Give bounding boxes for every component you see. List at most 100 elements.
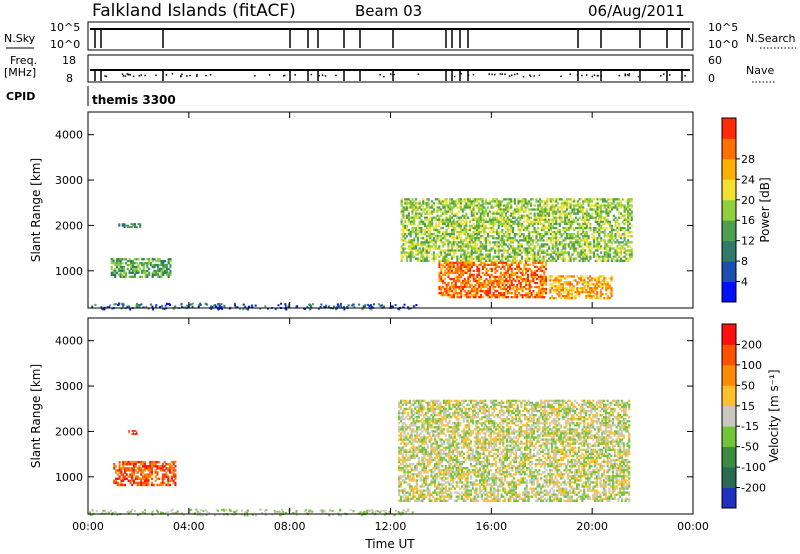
power-cell <box>519 243 522 246</box>
power-cell <box>540 226 543 230</box>
velocity-cell <box>140 473 143 476</box>
power-cell <box>623 208 626 211</box>
power-cell <box>470 212 473 215</box>
power-cell <box>474 287 477 291</box>
power-cell <box>490 267 493 271</box>
power-cell <box>476 247 479 250</box>
power-cell <box>416 206 419 209</box>
power-cell <box>564 220 567 223</box>
power-cell <box>524 247 527 250</box>
velocity-cell <box>129 469 132 472</box>
velocity-cell <box>434 407 437 411</box>
velocity-cell <box>122 467 125 470</box>
power-cell <box>94 303 97 306</box>
power-cell <box>467 206 470 209</box>
power-cell <box>587 287 590 290</box>
power-cell <box>524 251 527 254</box>
power-cell <box>549 226 552 230</box>
power-cell <box>425 231 428 234</box>
power-cell <box>549 255 552 258</box>
velocity-cell <box>398 465 401 468</box>
power-cell <box>424 216 427 219</box>
power-cell <box>167 260 170 263</box>
power-cell <box>420 218 423 221</box>
power-cell <box>479 212 482 215</box>
power-cell <box>566 243 569 246</box>
power-cell <box>539 290 542 293</box>
power-cell <box>525 292 528 295</box>
power-cell <box>558 279 561 282</box>
power-cell <box>465 222 468 226</box>
velocity-cell <box>401 460 404 464</box>
power-cell <box>486 259 489 262</box>
power-cell <box>499 261 502 264</box>
power-cell <box>119 260 122 263</box>
power-cell <box>494 222 497 226</box>
power-cell <box>438 214 441 217</box>
velocity-cell <box>428 401 431 404</box>
power-frame <box>87 111 694 309</box>
power-cell <box>507 285 510 289</box>
power-cell <box>432 251 435 254</box>
power-cell <box>418 259 421 262</box>
power-cell <box>556 277 559 280</box>
velocity-cell <box>154 475 157 478</box>
power-cell <box>440 271 443 275</box>
power-cell <box>519 235 522 238</box>
power-cell <box>603 233 606 236</box>
power-cell <box>616 208 619 211</box>
power-cell <box>492 275 495 279</box>
power-cell <box>519 287 522 291</box>
power-cell <box>427 204 430 207</box>
power-cell <box>596 237 599 240</box>
power-cell <box>560 202 563 205</box>
power-cell <box>438 251 441 254</box>
power-cell <box>601 279 604 282</box>
power-cell <box>497 245 500 248</box>
nave-point <box>513 73 516 76</box>
power-cell <box>544 243 547 246</box>
power-cell <box>610 291 613 294</box>
power-cell <box>447 287 450 291</box>
power-cell <box>469 273 472 277</box>
power-cell <box>427 228 430 232</box>
power-cell <box>534 285 537 289</box>
power-cell <box>554 291 557 294</box>
power-cell <box>422 259 425 262</box>
power-cell <box>198 304 201 307</box>
velocity-cell <box>417 409 420 413</box>
power-cell <box>551 243 554 246</box>
power-cell <box>497 208 500 211</box>
power-cell <box>575 249 578 252</box>
power-cell <box>460 275 463 279</box>
velocity-cell <box>410 409 413 413</box>
power-cell <box>481 261 484 264</box>
power-cell <box>165 267 168 271</box>
power-cell <box>403 303 406 306</box>
power-cell <box>459 255 462 258</box>
power-cell <box>411 198 414 201</box>
power-cell <box>133 273 136 276</box>
power-cell <box>498 265 501 269</box>
power-cell <box>582 208 585 211</box>
power-cell <box>106 306 109 309</box>
velocity-cell <box>136 475 139 478</box>
power-cell <box>450 228 453 232</box>
velocity-cell <box>425 481 428 484</box>
power-cell <box>600 247 603 250</box>
power-cell <box>560 289 563 292</box>
power-cell <box>539 198 542 201</box>
power-cell <box>407 306 410 309</box>
power-cell <box>532 261 535 264</box>
power-cell <box>415 226 418 230</box>
power-cell <box>558 293 561 296</box>
power-cell <box>402 233 405 236</box>
power-cell <box>121 275 124 278</box>
power-cell <box>542 210 545 213</box>
power-cell <box>600 226 603 230</box>
power-cell <box>508 259 511 262</box>
velocity-cell <box>435 407 438 411</box>
nave-point <box>268 74 271 76</box>
power-cell <box>440 210 443 213</box>
power-cell <box>533 220 536 223</box>
